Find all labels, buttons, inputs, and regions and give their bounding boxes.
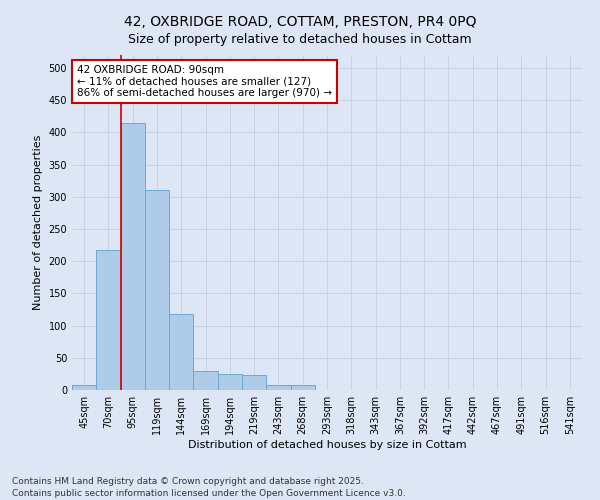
Bar <box>145 190 169 390</box>
Y-axis label: Number of detached properties: Number of detached properties <box>33 135 43 310</box>
Bar <box>218 374 242 390</box>
Bar <box>242 375 266 390</box>
Bar <box>121 122 145 390</box>
Text: Size of property relative to detached houses in Cottam: Size of property relative to detached ho… <box>128 32 472 46</box>
X-axis label: Distribution of detached houses by size in Cottam: Distribution of detached houses by size … <box>188 440 466 450</box>
Bar <box>169 314 193 390</box>
Bar <box>72 385 96 390</box>
Bar <box>96 250 121 390</box>
Text: 42, OXBRIDGE ROAD, COTTAM, PRESTON, PR4 0PQ: 42, OXBRIDGE ROAD, COTTAM, PRESTON, PR4 … <box>124 15 476 29</box>
Bar <box>193 370 218 390</box>
Text: 42 OXBRIDGE ROAD: 90sqm
← 11% of detached houses are smaller (127)
86% of semi-d: 42 OXBRIDGE ROAD: 90sqm ← 11% of detache… <box>77 65 332 98</box>
Text: Contains HM Land Registry data © Crown copyright and database right 2025.
Contai: Contains HM Land Registry data © Crown c… <box>12 476 406 498</box>
Bar <box>290 385 315 390</box>
Bar <box>266 385 290 390</box>
